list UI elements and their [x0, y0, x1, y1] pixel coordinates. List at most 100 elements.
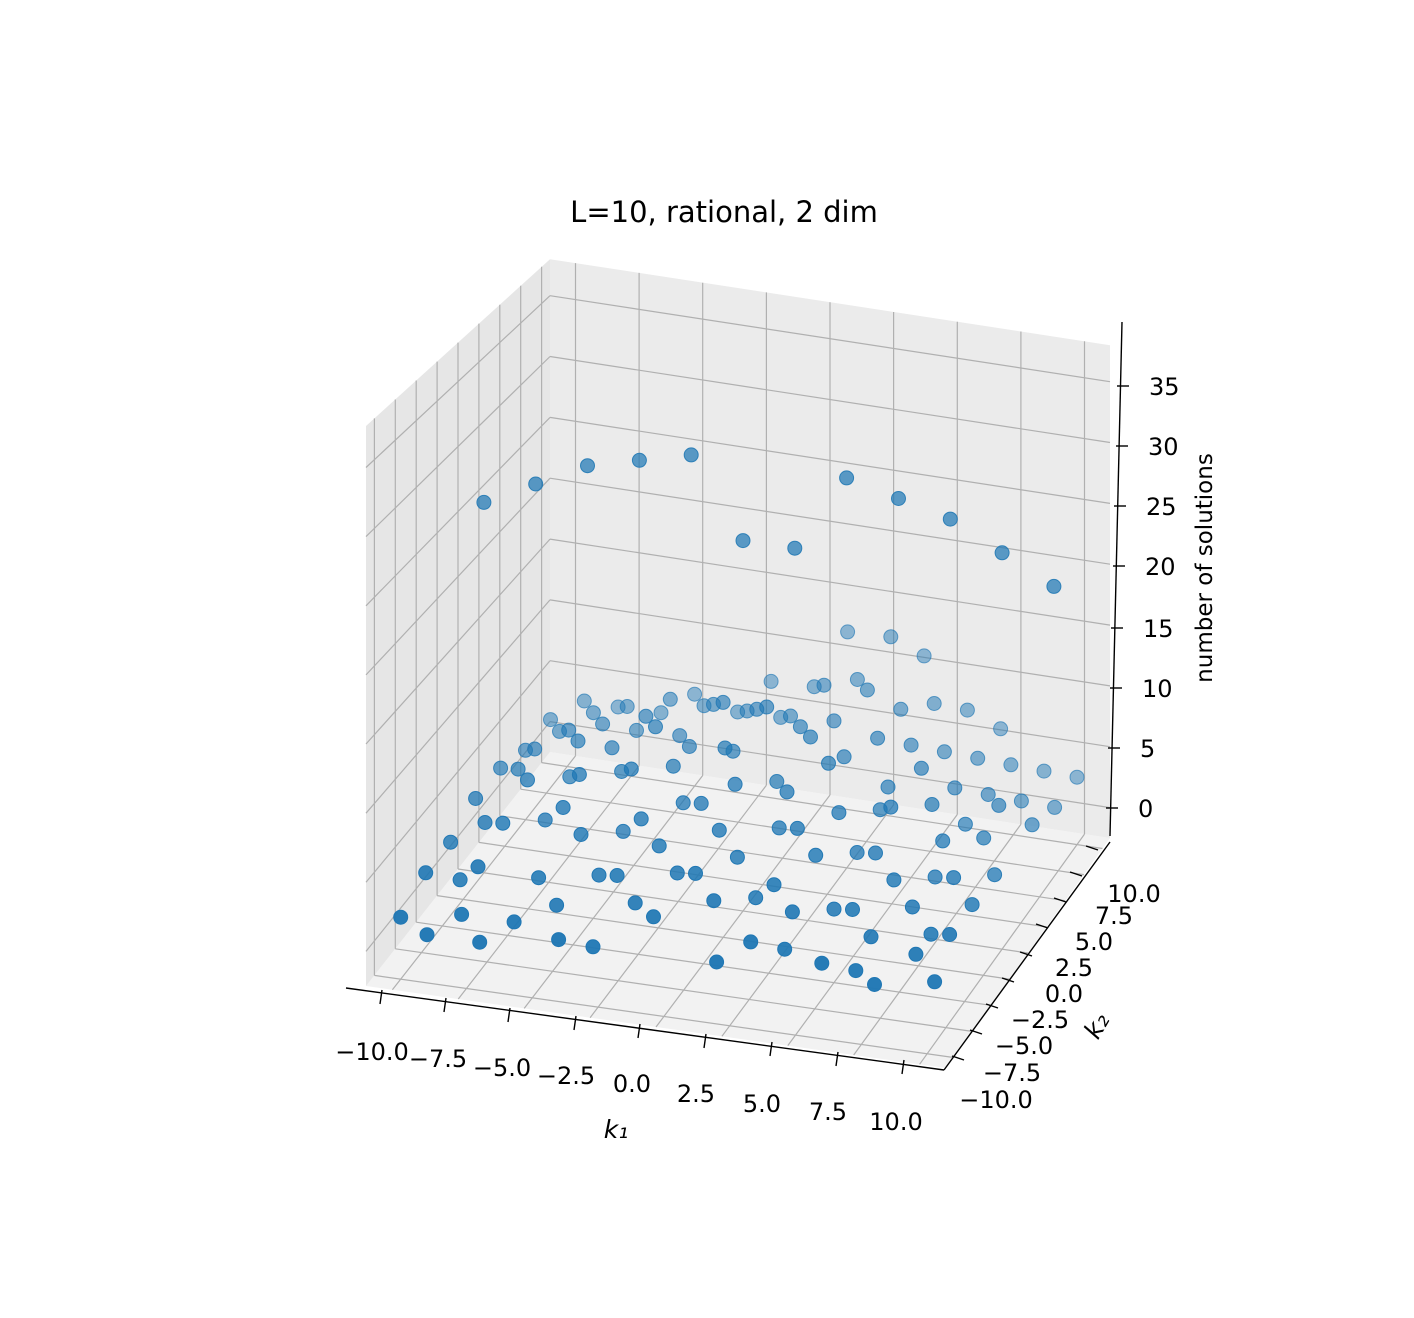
- scatter-point: [543, 712, 558, 728]
- z-axis-line: [1109, 321, 1123, 837]
- scatter-point: [766, 877, 782, 893]
- scatter-point: [570, 733, 586, 749]
- scatter-point: [493, 760, 509, 776]
- y-gridline-floor: [374, 974, 954, 1059]
- x-tick-label: −2.5: [537, 1062, 595, 1090]
- scatter-point: [904, 899, 920, 915]
- scatter-point: [840, 624, 856, 640]
- x-tick-label: 7.5: [809, 1098, 847, 1126]
- scatter-point: [604, 740, 620, 756]
- z-tick-label: 35: [1149, 373, 1180, 401]
- z-tick-label: 15: [1143, 615, 1174, 643]
- scatter-point: [506, 914, 522, 930]
- z-gridline-back: [549, 660, 1111, 748]
- scatter-point: [959, 702, 975, 718]
- scatter-point: [623, 761, 639, 777]
- y-tick-label: −5.0: [995, 1032, 1053, 1060]
- y-gridline-floor: [499, 815, 1066, 902]
- x-tick-mark: [835, 1051, 839, 1067]
- scatter-point: [571, 767, 587, 782]
- scatter-point: [924, 797, 940, 812]
- scatter-point: [477, 815, 493, 830]
- scatter-point: [991, 797, 1007, 813]
- scatter-point: [531, 870, 547, 886]
- x-tick-mark: [637, 1023, 641, 1039]
- y-axis-label: k₂: [1078, 1008, 1115, 1044]
- scatter-point: [759, 699, 775, 715]
- scatter-point: [653, 705, 669, 721]
- x-tick-mark: [443, 997, 447, 1013]
- y-tick-label: 5.0: [1075, 928, 1113, 956]
- scatter-point: [1046, 578, 1062, 594]
- y-tick-label: −7.5: [983, 1059, 1041, 1087]
- scatter-point: [908, 946, 924, 962]
- scatter-point: [980, 787, 996, 802]
- scatter-point: [970, 750, 986, 766]
- scatter-point: [549, 897, 565, 913]
- scatter-point: [831, 805, 847, 821]
- scatter-point: [662, 691, 678, 707]
- scatter-point: [769, 774, 785, 789]
- scatter-point: [836, 749, 852, 765]
- scatter-point: [452, 872, 468, 888]
- scatter-point: [748, 890, 764, 906]
- scatter-point: [687, 686, 703, 702]
- scatter-point: [585, 939, 601, 955]
- y-gridline-floor: [416, 921, 991, 1006]
- scatter-point: [472, 934, 488, 950]
- scatter-point: [883, 629, 899, 645]
- z-gridline-side: [365, 599, 551, 814]
- scatter-point: [675, 795, 691, 811]
- scatter-point: [923, 926, 939, 942]
- scatter-point: [1069, 769, 1085, 785]
- y-tick-mark: [1035, 923, 1049, 929]
- scatter-point: [784, 904, 800, 920]
- scatter-point: [1013, 793, 1029, 809]
- y-tick-mark: [985, 1003, 999, 1009]
- scatter-point: [619, 699, 635, 714]
- scatter-point: [926, 696, 942, 711]
- scatter-point: [903, 737, 919, 753]
- x-tick-mark: [379, 989, 383, 1005]
- x-tick-label: −5.0: [473, 1054, 531, 1082]
- scatter-point: [627, 895, 643, 911]
- scatter-point: [693, 795, 709, 811]
- x-tick-label: −10.0: [335, 1038, 409, 1066]
- scatter-point: [631, 452, 647, 468]
- y-tick-mark: [969, 1029, 983, 1035]
- scatter-point: [727, 776, 743, 792]
- x-tick-label: 0.0: [613, 1070, 651, 1098]
- scatter-point: [665, 758, 681, 774]
- scatter-point: [591, 867, 607, 883]
- z-gridline-side: [365, 660, 551, 883]
- y-tick-label: 7.5: [1095, 902, 1133, 930]
- y-gridline-floor: [478, 841, 1047, 928]
- scatter-point: [688, 865, 703, 881]
- z-gridline-side: [365, 477, 551, 676]
- y-tick-label: 2.5: [1055, 954, 1093, 982]
- scatter-point: [845, 902, 860, 917]
- scatter-point: [646, 909, 661, 925]
- y-tick-label: −2.5: [1011, 1006, 1069, 1034]
- y-tick-label: 10.0: [1107, 880, 1160, 908]
- z-tick-label: 20: [1145, 553, 1176, 581]
- z-gridline-back: [549, 599, 1111, 687]
- scatter-point: [891, 491, 906, 506]
- scatter-point: [849, 845, 865, 860]
- scatter-point: [638, 708, 654, 724]
- scatter-point: [609, 868, 625, 883]
- scatter-point: [717, 740, 733, 756]
- scatter-point: [821, 755, 836, 771]
- x-tick-mark: [769, 1041, 773, 1057]
- scatter-point: [573, 827, 589, 842]
- chart-title: L=10, rational, 2 dim: [570, 195, 878, 229]
- scatter-point: [777, 941, 793, 957]
- scatter-point: [976, 830, 992, 846]
- scatter-point: [994, 545, 1010, 561]
- z-gridline-back: [549, 416, 1111, 504]
- scatter-point: [957, 816, 973, 832]
- scatter-point: [419, 927, 435, 943]
- z-tick-label: 0: [1138, 795, 1153, 823]
